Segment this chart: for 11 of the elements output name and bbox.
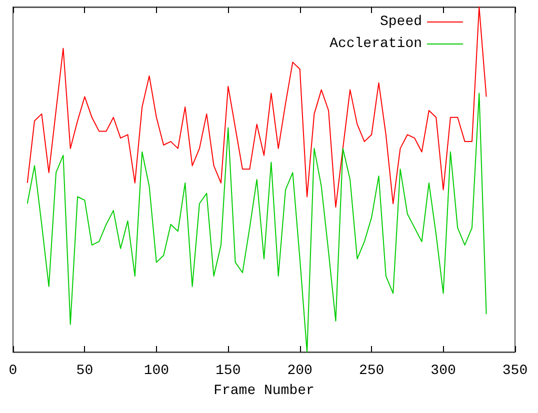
legend-label: Accleration (330, 36, 422, 52)
x-tick-label: 300 (430, 363, 456, 379)
x-tick-label: 150 (216, 363, 241, 379)
x-tick-label: 50 (76, 363, 94, 379)
x-tick-label: 200 (287, 363, 312, 379)
x-tick-label: 350 (502, 363, 528, 379)
x-tick-label: 100 (144, 363, 170, 379)
x-tick-label: 0 (8, 363, 18, 379)
legend-label: Speed (380, 14, 422, 30)
x-tick-label: 250 (358, 363, 384, 379)
x-axis-title: Frame Number (214, 383, 314, 399)
